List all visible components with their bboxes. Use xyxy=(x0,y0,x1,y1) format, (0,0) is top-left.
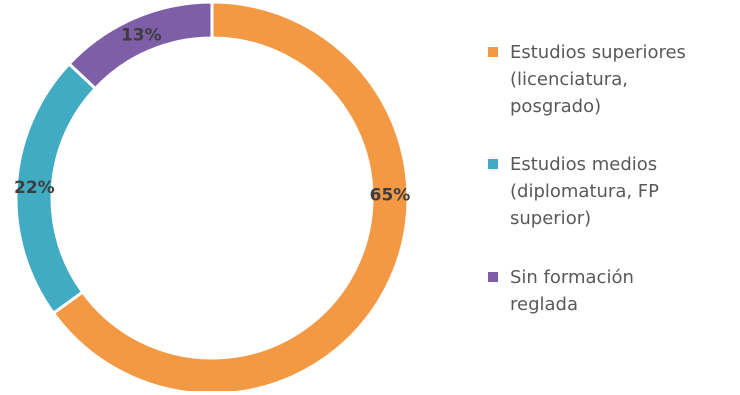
legend-label-line: Estudios superiores xyxy=(510,42,686,63)
legend-swatch xyxy=(488,272,498,282)
legend-label-line: (diplomatura, FP xyxy=(510,181,659,202)
legend-label-line: Estudios medios xyxy=(510,154,657,175)
data-labels: 65% 22% 13% xyxy=(14,26,410,206)
legend: Estudios superiores (licenciatura, posgrad… xyxy=(488,42,686,315)
donut-slices xyxy=(14,0,410,395)
slice-estudios-superiores xyxy=(51,0,410,395)
legend-label-line: posgrado) xyxy=(510,96,601,117)
legend-swatch xyxy=(488,159,498,169)
data-label-estudios-medios: 22% xyxy=(14,178,55,198)
data-label-sin-formacion: 13% xyxy=(121,26,162,46)
slice-sin-formacion xyxy=(67,0,214,90)
legend-label-line: Sin formación xyxy=(510,267,634,288)
legend-item-estudios-superiores: Estudios superiores (licenciatura, posgrad… xyxy=(488,42,686,117)
legend-label-line: superior) xyxy=(510,208,591,229)
legend-swatch xyxy=(488,47,498,57)
legend-item-estudios-medios: Estudios medios (diplomatura, FP superior) xyxy=(488,154,659,229)
data-label-estudios-superiores: 65% xyxy=(370,186,411,206)
legend-label-line: reglada xyxy=(510,294,578,315)
legend-label-line: (licenciatura, xyxy=(510,69,628,90)
legend-item-sin-formacion: Sin formación reglada xyxy=(488,267,634,315)
